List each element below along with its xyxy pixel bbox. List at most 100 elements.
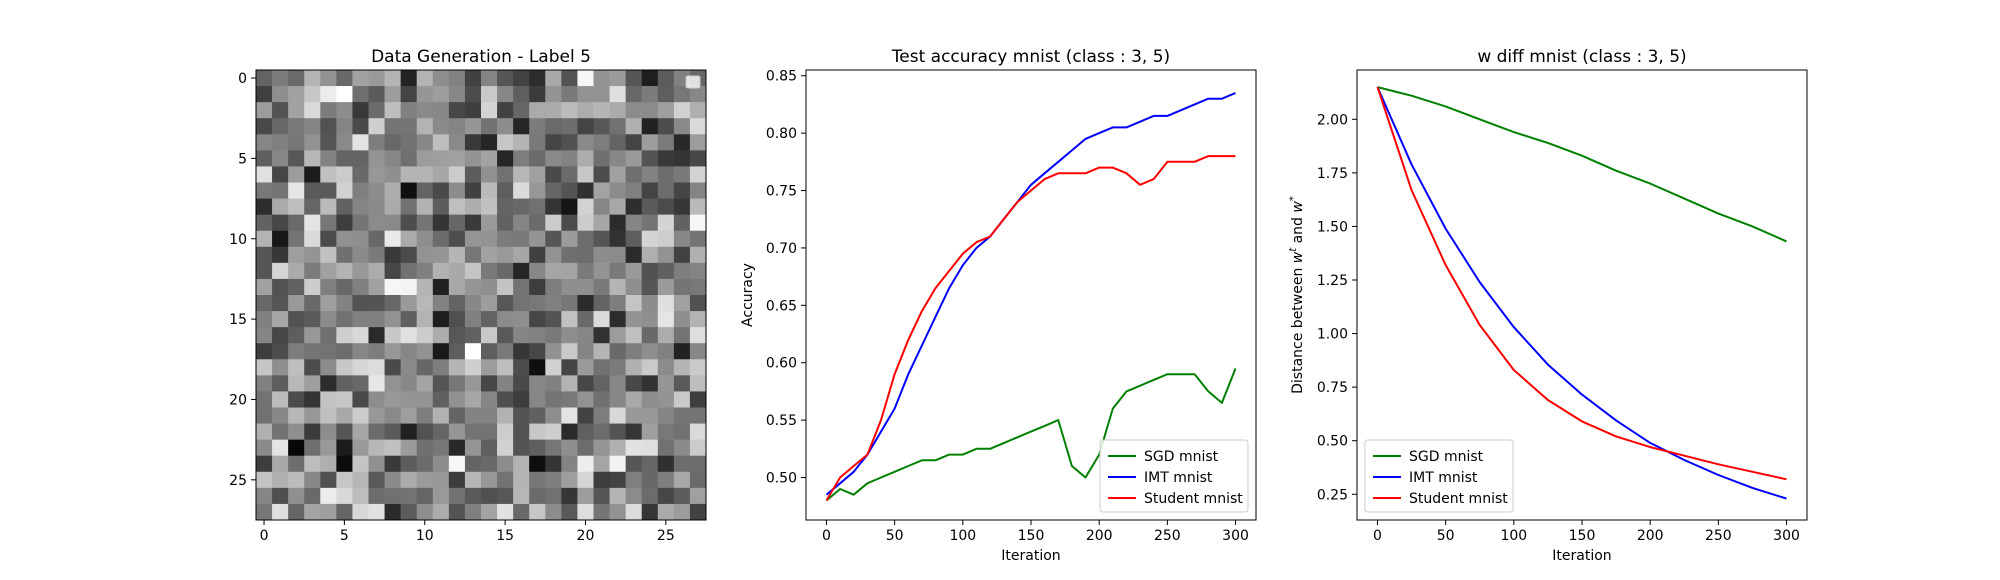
heatmap-cell	[448, 391, 466, 408]
heatmap-cell	[481, 487, 498, 505]
heatmap-cell	[400, 311, 418, 328]
heatmap-cell	[561, 439, 578, 457]
heatmap-cell	[464, 407, 482, 424]
heatmap-cell	[561, 214, 578, 232]
heatmap-cell	[577, 407, 594, 424]
heatmap-cell	[641, 423, 659, 441]
heatmap-cell	[320, 262, 337, 280]
heatmap-cell	[481, 503, 498, 521]
heatmap-cell	[561, 262, 578, 280]
heatmap-cell	[593, 375, 610, 392]
heatmap-cell	[497, 295, 514, 312]
heatmap-cell	[416, 487, 434, 505]
heatmap-cell	[609, 230, 627, 248]
wdiff-plot: 0 50 100 150 200 250 300 0.25 0.50 0.75 1.00 1.25 1.…	[1317, 86, 1800, 544]
heatmap-cell	[609, 118, 627, 135]
heatmap-cell	[256, 311, 273, 328]
heatmap-cell	[352, 134, 369, 151]
heatmap-cell	[529, 487, 546, 505]
heatmap-cell	[320, 311, 337, 328]
heatmap-cell	[336, 503, 353, 521]
heatmap-cell	[689, 150, 707, 167]
heatmap-cell	[625, 423, 643, 441]
heatmap-cell	[577, 278, 594, 296]
heatmap-cell	[416, 471, 434, 489]
heatmap-cell	[545, 166, 562, 183]
heatmap-cell	[577, 182, 594, 199]
heatmap-cell	[689, 198, 707, 216]
heatmap-cell	[400, 214, 418, 232]
heatmap-cell	[577, 214, 594, 232]
heatmap-cell	[545, 423, 562, 441]
heatmap-cell	[609, 327, 627, 344]
heatmap-cell	[416, 423, 434, 441]
heatmap-cell	[673, 503, 691, 521]
heatmap-cell	[288, 198, 305, 216]
heatmap-cell	[416, 503, 434, 521]
heatmap-cell	[448, 86, 466, 103]
accuracy-legend-label: SGD mnist	[1144, 449, 1219, 465]
heatmap-cell	[272, 198, 289, 216]
heatmap-cell	[481, 455, 498, 473]
heatmap-x-tick-label: 25	[657, 528, 675, 544]
heatmap-x-tick-label: 20	[577, 528, 595, 544]
heatmap-y-tick-label: 10	[229, 232, 247, 248]
heatmap-cell	[689, 295, 707, 312]
heatmap-cell	[593, 262, 610, 280]
accuracy-x-tick-label: 150	[1018, 528, 1045, 544]
heatmap-y-tick-label: 5	[238, 151, 247, 167]
heatmap-cell	[673, 423, 691, 441]
heatmap-cell	[625, 359, 643, 376]
heatmap-cell	[464, 359, 482, 376]
heatmap-cell	[561, 407, 578, 424]
heatmap-cell	[400, 471, 418, 489]
heatmap-cell	[657, 198, 675, 216]
heatmap-cell	[593, 198, 610, 216]
heatmap-cell	[320, 118, 337, 135]
wdiff-legend-label: SGD mnist	[1409, 449, 1484, 465]
heatmap-cell	[272, 375, 289, 392]
heatmap-cell	[464, 182, 482, 199]
heatmap-cell	[657, 295, 675, 312]
heatmap-cell	[641, 359, 659, 376]
panel-wdiff: w diff mnist (class : 3, 5) 0 50 100 150 200…	[1288, 47, 1808, 564]
heatmap-cell	[513, 278, 530, 296]
heatmap-cell	[352, 150, 369, 167]
heatmap-cell	[320, 503, 337, 521]
heatmap-cell	[513, 391, 530, 408]
heatmap-cell	[416, 70, 434, 87]
heatmap-cell	[481, 439, 498, 457]
heatmap-cell	[304, 70, 321, 87]
heatmap-cell	[304, 278, 321, 296]
accuracy-title: Test accuracy mnist (class : 3, 5)	[891, 47, 1170, 67]
heatmap-cell	[561, 70, 578, 87]
heatmap-cell	[256, 343, 273, 360]
heatmap-cell	[448, 134, 466, 151]
heatmap-cell	[513, 343, 530, 360]
wdiff-y-label-sup2: *	[1288, 196, 1299, 201]
heatmap-cell	[529, 278, 546, 296]
heatmap-cell	[561, 471, 578, 489]
heatmap-cell	[464, 150, 482, 167]
accuracy-x-tick-label: 100	[949, 528, 976, 544]
heatmap-cell	[673, 166, 691, 183]
heatmap-cell	[513, 311, 530, 328]
heatmap-cell	[561, 86, 578, 103]
wdiff-y-label-w1: w	[1290, 251, 1306, 263]
accuracy-y-tick-label: 0.60	[766, 356, 797, 372]
heatmap-cell	[288, 278, 305, 296]
heatmap-cell	[657, 70, 675, 87]
wdiff-y-tick-label: 1.75	[1317, 166, 1348, 182]
heatmap-cell	[593, 503, 610, 521]
heatmap-cell	[481, 150, 498, 167]
heatmap-cell	[416, 407, 434, 424]
heatmap-cell	[400, 134, 418, 151]
heatmap-cell	[545, 198, 562, 216]
heatmap-title: Data Generation - Label 5	[371, 47, 591, 67]
heatmap-cell	[336, 262, 353, 280]
heatmap-cell	[272, 278, 289, 296]
heatmap-cell	[513, 295, 530, 312]
heatmap-cell	[545, 487, 562, 505]
heatmap-cell	[384, 503, 402, 521]
heatmap-cell	[561, 230, 578, 248]
